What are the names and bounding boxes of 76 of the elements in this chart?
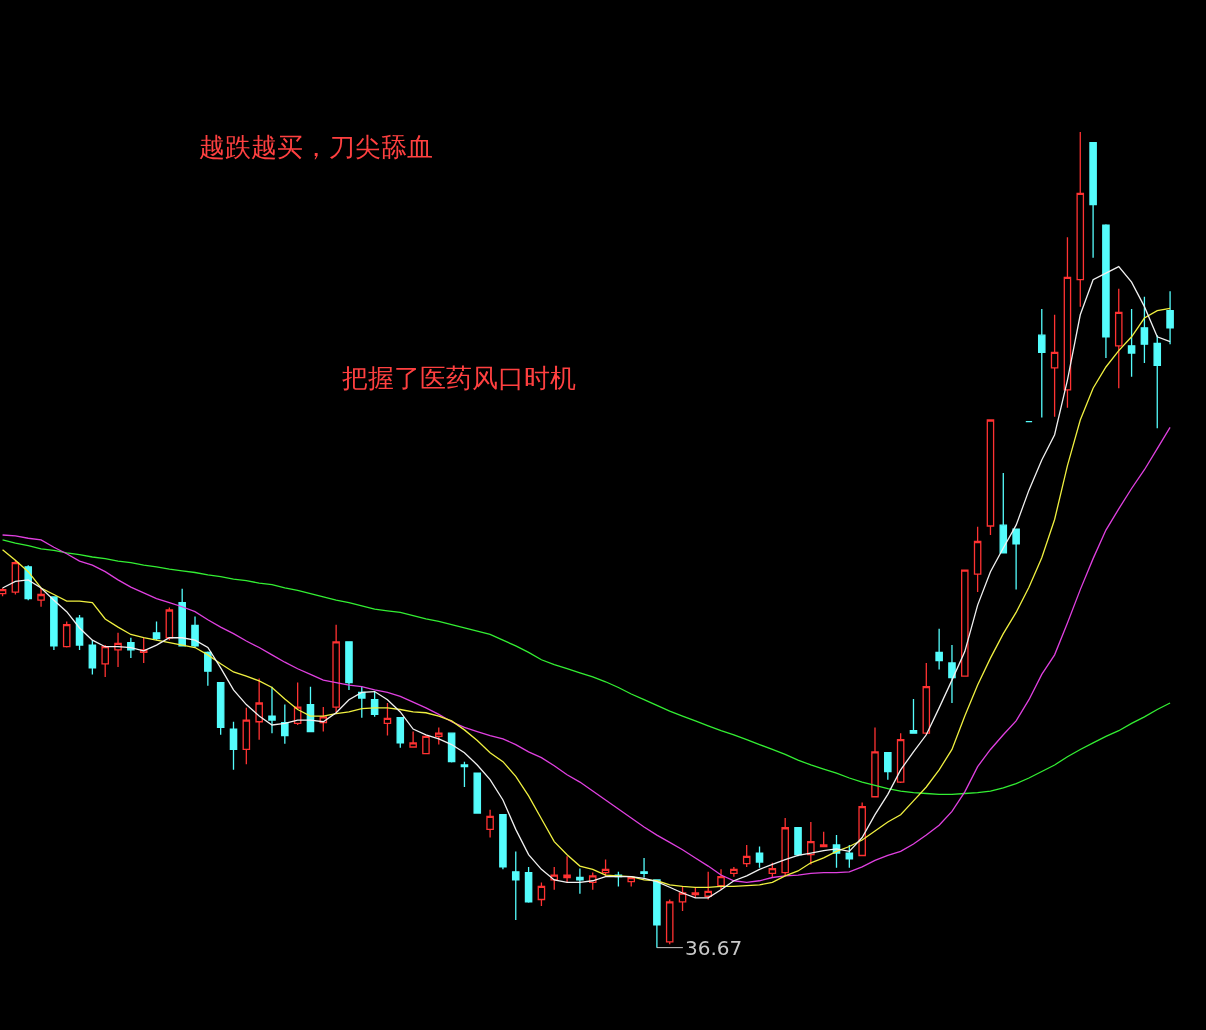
- candlestick: [499, 814, 507, 870]
- candlestick: [794, 827, 802, 857]
- candlestick: [653, 879, 661, 949]
- candlestick: [909, 698, 918, 734]
- candlestick: [1166, 290, 1174, 345]
- candlestick: [1153, 334, 1162, 429]
- candlestick: [1089, 142, 1097, 259]
- candlestick: [281, 703, 289, 745]
- candlestick: [730, 866, 738, 878]
- candlestick: [127, 637, 135, 659]
- annotation: 把握了医药风口时机: [342, 363, 576, 393]
- candlestick: [178, 588, 186, 647]
- candlestick: [37, 587, 45, 608]
- candlestick: [678, 885, 687, 912]
- candlestick: [191, 615, 199, 649]
- candlestick: [473, 772, 482, 814]
- candlestick: [255, 677, 263, 741]
- candlestick: [511, 850, 520, 921]
- candlestick: [717, 868, 725, 891]
- candlestick: [1140, 296, 1149, 364]
- candlestick: [871, 726, 879, 799]
- candlestick: [1076, 131, 1085, 308]
- candlestick: [242, 707, 251, 765]
- candlestick: [550, 866, 559, 891]
- candlestick: [409, 730, 417, 748]
- candlestick: [114, 632, 122, 668]
- candlestick: [742, 844, 751, 868]
- candlestick: [358, 686, 366, 719]
- candlestick: [935, 628, 943, 671]
- candlestick: [152, 620, 161, 641]
- candlestick: [576, 867, 584, 895]
- annotation: 越跌越买，刀尖舔血: [199, 132, 433, 162]
- candlestick: [640, 857, 648, 879]
- candlestick: [216, 681, 225, 736]
- candlestick: [704, 871, 712, 901]
- candlestick: [1025, 420, 1033, 423]
- candlestick: [486, 809, 494, 839]
- candlestick: [563, 855, 571, 884]
- candlestick: [858, 801, 866, 857]
- candlestick: [755, 845, 764, 869]
- candlestick: [665, 898, 674, 946]
- candlestick: [819, 831, 828, 848]
- candlestick: [691, 886, 700, 899]
- candlestick: [986, 419, 995, 536]
- candlestick: [1037, 308, 1046, 419]
- candlestick: [434, 726, 443, 746]
- candlestick: [1127, 308, 1136, 378]
- candlestick: [50, 595, 58, 651]
- candlestick: [961, 569, 969, 677]
- candlestick: [537, 881, 546, 907]
- candlestick: [973, 526, 982, 593]
- candlestick: [922, 662, 931, 736]
- candlestick: [999, 472, 1008, 554]
- candlestick: [845, 844, 854, 869]
- candlestick: [229, 721, 238, 771]
- candlestick: [948, 644, 956, 704]
- candlestick: [62, 620, 71, 649]
- candlestick: [345, 641, 353, 691]
- candlestick: [383, 702, 392, 737]
- candlestick: [268, 686, 276, 734]
- candlestick: [332, 624, 340, 714]
- candlestick: [884, 752, 892, 781]
- candlestick: [1012, 528, 1020, 591]
- candlestick: [88, 639, 97, 676]
- candlestick: [1114, 288, 1123, 389]
- candlestick: [101, 644, 109, 678]
- candlestick: [1063, 236, 1072, 409]
- candlestick: [781, 817, 789, 876]
- candlestick: [396, 717, 405, 749]
- annotation: 36.67: [685, 936, 743, 960]
- candlestick: [460, 761, 469, 788]
- candlestick: [524, 866, 533, 904]
- candlestick: [1102, 223, 1110, 359]
- candlestick: [204, 650, 212, 687]
- candlestick: [422, 734, 430, 755]
- candlestick: [1050, 314, 1059, 418]
